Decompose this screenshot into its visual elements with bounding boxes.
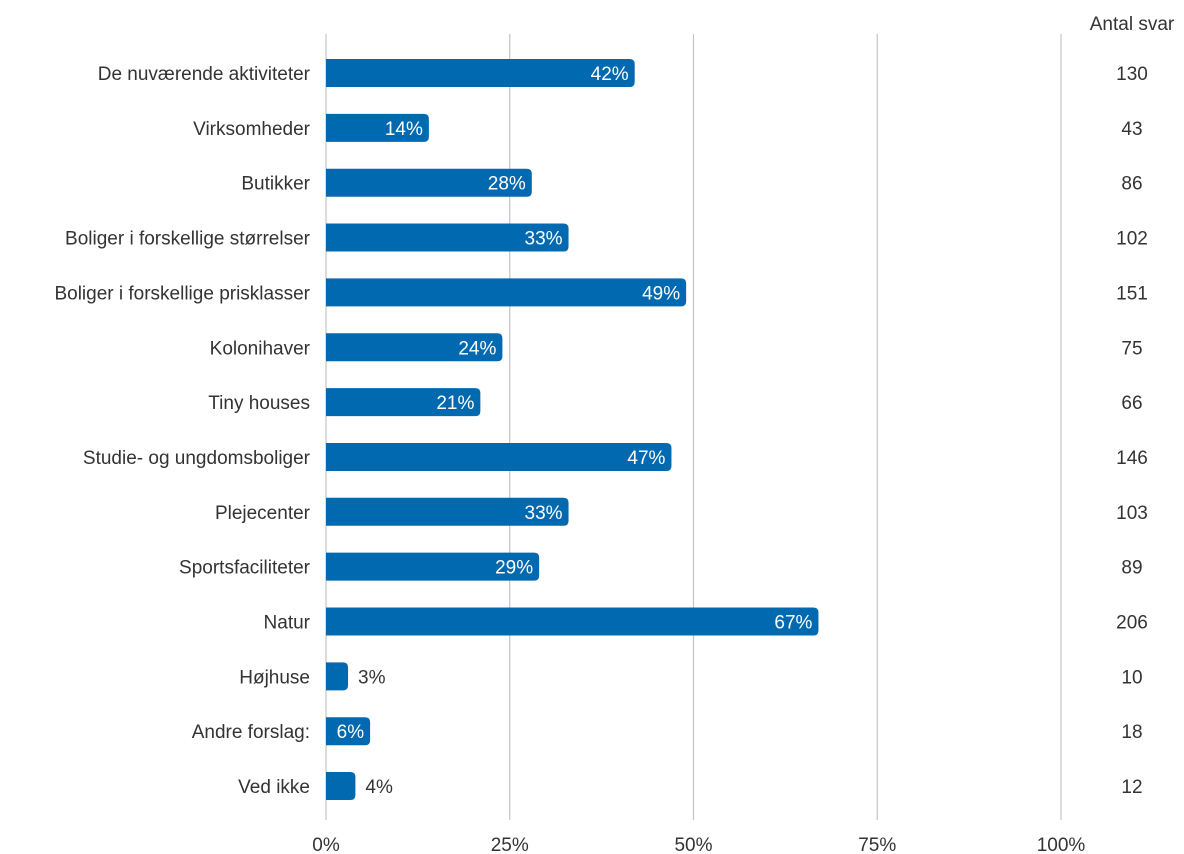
bar (326, 717, 371, 746)
response-count: 18 (1121, 722, 1142, 743)
bars: 42% 14% 28% 33% 49% 24% 21% 47% 33% 29% 67% 3% 6% 4% (326, 59, 819, 801)
response-count: 10 (1121, 667, 1142, 688)
category-label: Studie- og ungdomsboliger (83, 448, 311, 469)
bar (326, 442, 672, 471)
bar-value-label: 6% (337, 722, 365, 743)
bar-value-label: 33% (525, 229, 563, 250)
x-tick-label: 25% (491, 835, 529, 854)
category-label: Plejecenter (215, 503, 311, 524)
x-tick-label: 75% (858, 835, 896, 854)
bar (326, 278, 687, 307)
bar-value-label: 33% (525, 503, 563, 524)
bar-value-label: 49% (642, 283, 680, 304)
response-count: 89 (1121, 558, 1142, 579)
bar (326, 607, 819, 636)
bar-value-label: 21% (436, 393, 474, 414)
bar (326, 113, 429, 142)
category-label: Kolonihaver (210, 338, 311, 359)
category-label: Natur (264, 613, 311, 634)
response-counts: Antal svar 130 43 86 102 151 75 66 146 103 89 206 1… (1090, 14, 1175, 798)
bar (326, 388, 481, 417)
bar (326, 552, 540, 581)
bar-value-label: 47% (627, 448, 665, 469)
category-labels: De nuværende aktiviteter Virksomheder Buti… (54, 64, 310, 798)
category-label: Andre forslag: (192, 722, 310, 743)
category-label: De nuværende aktiviteter (98, 64, 311, 85)
response-count: 151 (1116, 283, 1148, 304)
category-label: Boliger i forskellige prisklasser (54, 283, 310, 304)
bar-value-label: 14% (385, 119, 423, 140)
bar-value-label: 3% (358, 667, 386, 688)
category-label: Højhuse (239, 667, 310, 688)
bar (326, 772, 356, 801)
bar (326, 333, 503, 362)
x-tick-label: 0% (312, 835, 340, 854)
response-count: 66 (1121, 393, 1142, 414)
bar-value-label: 24% (458, 338, 496, 359)
category-label: Ved ikke (238, 777, 310, 798)
bar-value-label: 42% (591, 64, 629, 85)
bar (326, 662, 349, 691)
bar (326, 497, 569, 526)
response-count: 12 (1121, 777, 1142, 798)
bar-value-label: 28% (488, 174, 526, 195)
bar (326, 168, 532, 197)
category-label: Butikker (241, 174, 310, 195)
grid-lines (325, 34, 1062, 820)
bar (326, 59, 635, 87)
response-count: 86 (1121, 174, 1142, 195)
response-count: 206 (1116, 613, 1148, 634)
x-tick-label: 50% (674, 835, 712, 854)
category-label: Sportsfaciliteter (179, 558, 311, 579)
response-count: 130 (1116, 64, 1148, 85)
bar-value-label: 4% (365, 777, 393, 798)
response-count: 146 (1116, 448, 1148, 469)
response-count: 103 (1116, 503, 1148, 524)
response-count: 75 (1121, 338, 1142, 359)
x-tick-label: 100% (1037, 835, 1086, 854)
category-label: Boliger i forskellige størrelser (65, 229, 311, 250)
category-label: Tiny houses (208, 393, 310, 414)
response-count: 102 (1116, 229, 1148, 250)
bar-value-label: 29% (495, 558, 533, 579)
bar-value-label: 67% (774, 613, 812, 634)
counts-header: Antal svar (1090, 14, 1175, 35)
bar (326, 223, 569, 252)
x-axis-ticks: 0% 25% 50% 75% 100% (312, 835, 1085, 854)
category-label: Virksomheder (193, 119, 311, 140)
response-count: 43 (1121, 119, 1142, 140)
